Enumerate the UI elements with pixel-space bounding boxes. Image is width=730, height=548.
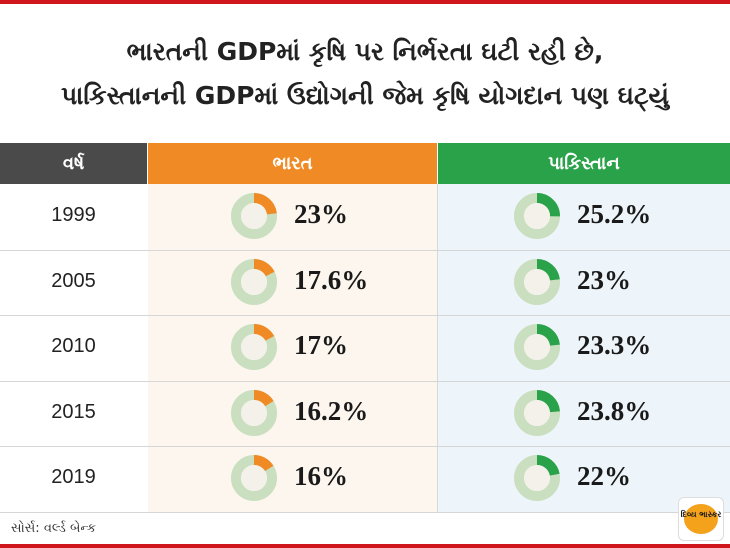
india-donut-center: [241, 465, 267, 492]
pakistan-donut-center: [524, 268, 550, 295]
pakistan-value-label: 23%: [577, 264, 631, 295]
india-donut-center: [241, 203, 267, 229]
india-donut: [231, 324, 277, 371]
header-year: વર્ષ: [0, 143, 147, 184]
pakistan-value-label: 25.2%: [577, 199, 652, 229]
india-donut: [231, 193, 277, 239]
title-line-1: ભારતની GDPમાં કૃષિ પર નિર્ભરતા ઘટી રહી છ…: [126, 37, 604, 66]
pakistan-donut-slice-0: [514, 193, 560, 239]
year-label: 2010: [51, 335, 96, 358]
india-donut-center: [241, 268, 267, 295]
pakistan-donut: [514, 324, 560, 371]
pakistan-value-label: 23.3%: [577, 330, 652, 361]
pakistan-donut-slice-2: [514, 324, 560, 371]
india-donut: [231, 389, 277, 436]
india-donut-slice-3: [231, 389, 277, 436]
pakistan-donut: [514, 389, 560, 436]
india-donut-center: [241, 399, 267, 426]
pakistan-donut-slice-3: [514, 389, 560, 436]
pakistan-donut-center: [524, 465, 550, 492]
india-donut-slice-4: [231, 455, 277, 502]
india-value-label: 17%: [294, 330, 348, 361]
column-divider: [437, 184, 438, 512]
india-value-label: 17.6%: [294, 264, 369, 295]
india-value-label: 16.2%: [294, 395, 369, 426]
india-donut: [231, 258, 277, 305]
year-label: 1999: [51, 204, 96, 226]
bottom-accent-bar: [0, 544, 730, 548]
header-pakistan: પાકિસ્તાન: [438, 143, 730, 184]
pakistan-value-label: 23.8%: [577, 395, 652, 426]
pakistan-donut-center: [524, 203, 550, 229]
pakistan-value-label: 22%: [577, 461, 631, 492]
pakistan-donut: [514, 193, 560, 239]
pakistan-donut-slice-1: [514, 258, 560, 305]
india-donut-center: [241, 334, 267, 361]
row-divider: [0, 249, 730, 251]
divya-bhaskar-logo: દિવ્ય ભાસ્કર: [678, 497, 724, 541]
pakistan-donut: [514, 455, 560, 502]
chart-title: ભારતની GDPમાં કૃષિ પર નિર્ભરતા ઘટી રહી છ…: [0, 30, 730, 118]
table-bottom-line: [0, 512, 730, 513]
source-note: સોર્સ: વર્લ્ડ બેન્ક: [11, 521, 97, 536]
row-divider: [0, 315, 730, 317]
india-column-bg: [148, 184, 437, 512]
logo-emblem: [684, 504, 718, 534]
row-divider: [0, 380, 730, 382]
year-label: 2019: [51, 466, 96, 489]
india-donut: [231, 455, 277, 502]
india-donut-slice-2: [231, 324, 277, 371]
year-label: 2015: [51, 400, 96, 423]
pakistan-donut-slice-4: [514, 455, 560, 502]
title-line-2: પાકિસ્તાનની GDPમાં ઉદ્યોગની જેમ કૃષિ યોગ…: [61, 81, 669, 110]
india-donut-slice-1: [231, 258, 277, 305]
india-value-label: 23%: [294, 199, 348, 229]
row-divider: [0, 446, 730, 448]
pakistan-donut: [514, 258, 560, 305]
india-donut-slice-0: [231, 193, 277, 239]
logo-text: દિવ્ય ભાસ્કર: [680, 510, 722, 519]
pakistan-donut-center: [524, 399, 550, 426]
pakistan-column-bg: [438, 184, 730, 512]
year-label: 2005: [51, 269, 96, 292]
pakistan-donut-center: [524, 334, 550, 361]
india-value-label: 16%: [294, 461, 348, 492]
top-accent-bar: [0, 0, 730, 4]
header-india: ભારત: [148, 143, 437, 184]
